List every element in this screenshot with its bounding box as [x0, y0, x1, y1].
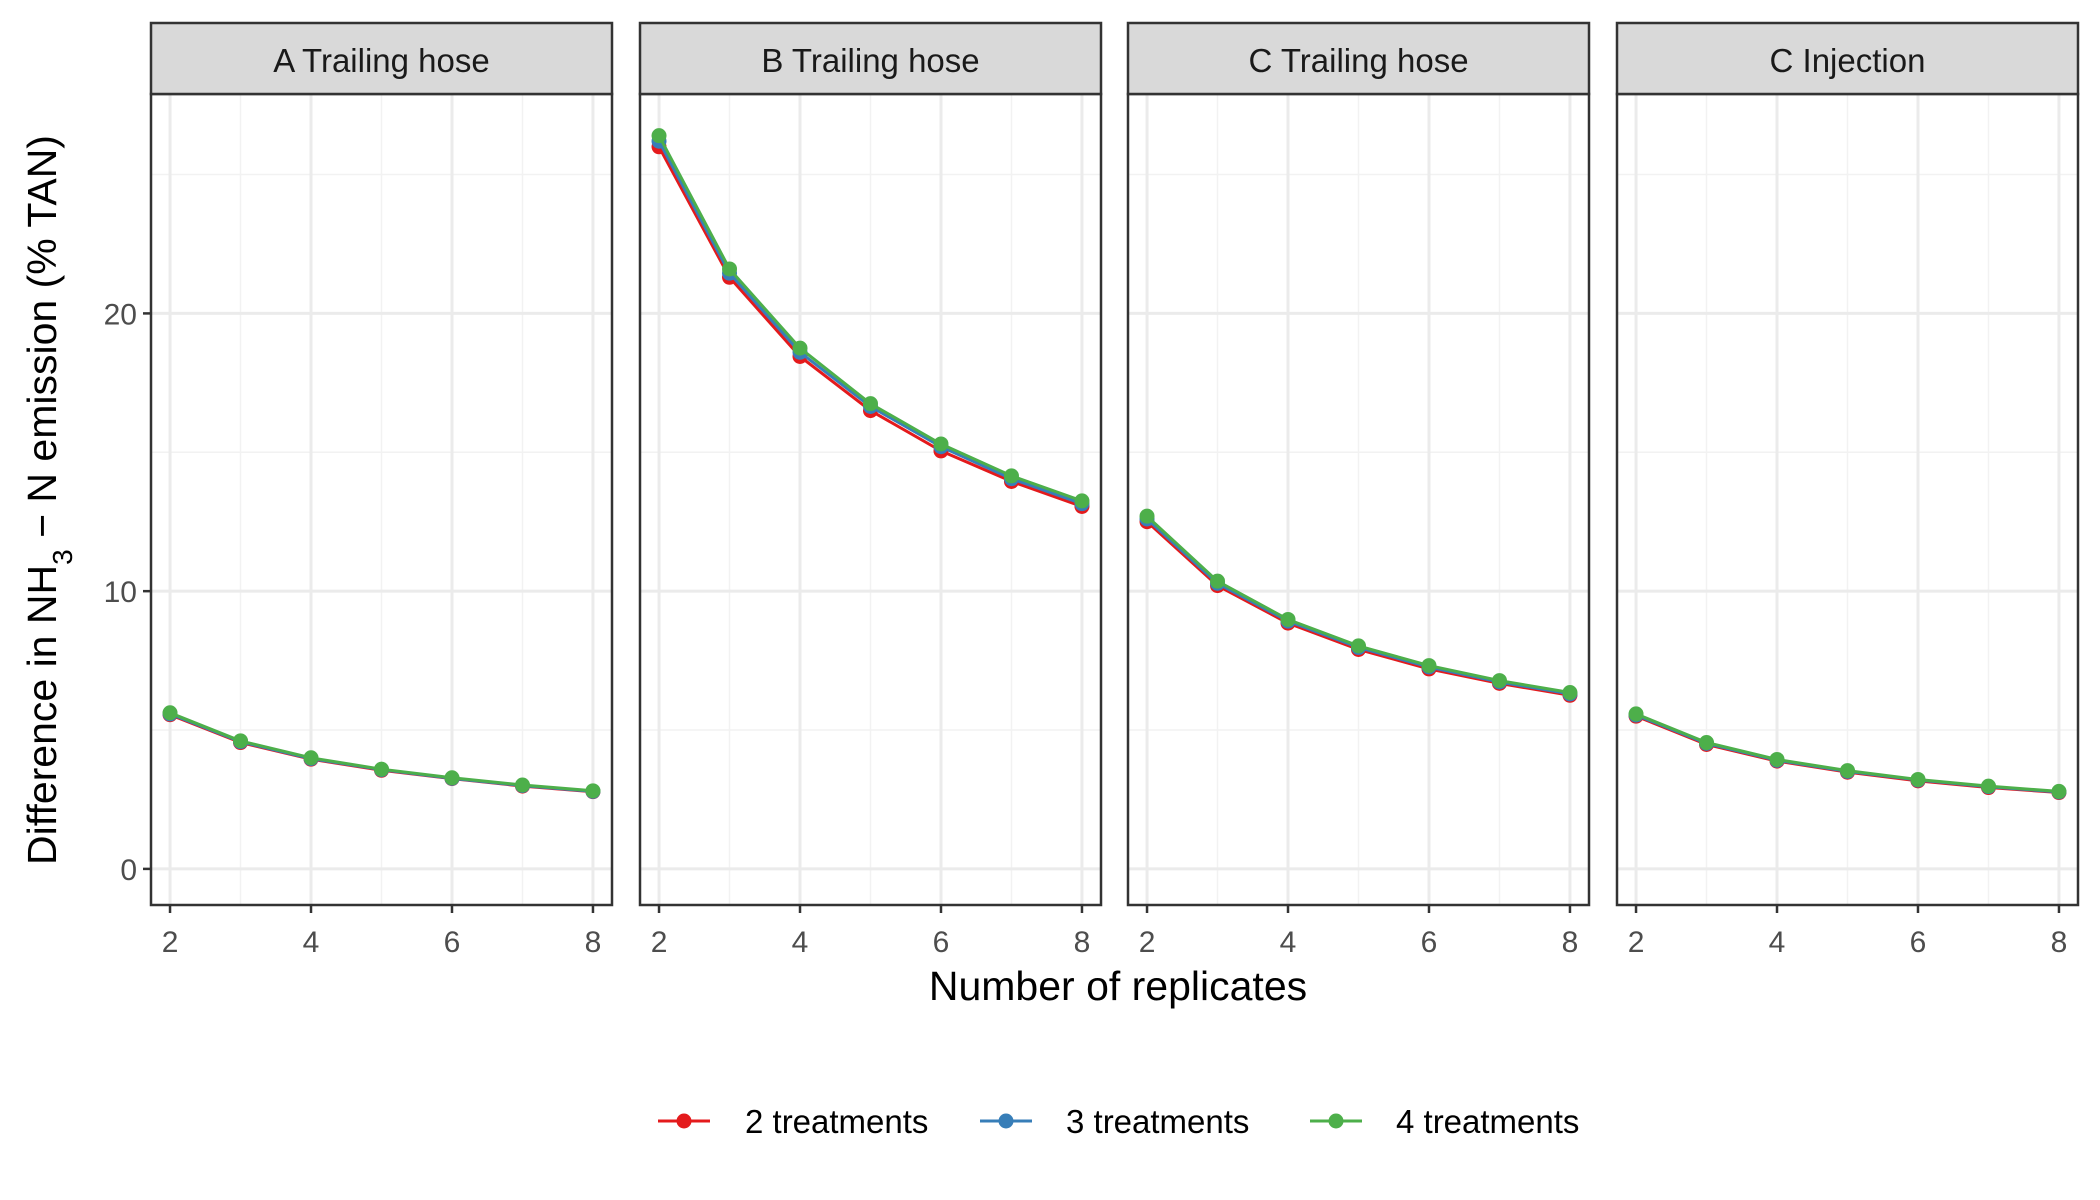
x-tick-label: 2 [651, 926, 668, 959]
x-tick-label: 6 [933, 926, 950, 959]
data-point [1840, 763, 1855, 779]
x-tick-label: 8 [2051, 926, 2068, 959]
x-tick-label: 6 [1421, 926, 1438, 959]
panel-title: B Trailing hose [761, 42, 979, 79]
data-point [1769, 751, 1785, 767]
data-point [1074, 493, 1090, 509]
panel-title: C Injection [1770, 42, 1926, 79]
legend: 2 treatments 3 treatments 4 treatments [658, 1103, 1579, 1140]
data-point [1139, 508, 1155, 524]
data-point [1210, 573, 1226, 589]
y-tick-label: 10 [104, 576, 137, 609]
series-4-treatments [162, 705, 601, 799]
series-4-treatments [1628, 706, 2067, 799]
series-4-treatments [651, 128, 1090, 509]
x-tick-label: 2 [1628, 926, 1645, 959]
y-axis-title-suffix: − N emission (% TAN) [19, 135, 65, 549]
strip-background [1615, 21, 2080, 96]
strip-background [149, 21, 614, 96]
x-tick-label: 8 [1562, 926, 1579, 959]
legend-item: 2 treatments [658, 1103, 928, 1140]
legend-label: 3 treatments [1066, 1103, 1249, 1140]
data-point [1699, 735, 1715, 751]
x-tick-label: 2 [162, 926, 179, 959]
data-point [233, 733, 249, 749]
data-point [585, 783, 601, 799]
data-point [1351, 638, 1366, 654]
data-point [1562, 685, 1578, 701]
data-point [2051, 783, 2067, 799]
data-point [444, 770, 460, 786]
x-axis-title: Number of replicates [929, 963, 1307, 1009]
legend-item: 4 treatments [1310, 1103, 1579, 1140]
y-tick-label: 0 [120, 854, 137, 887]
data-point [514, 777, 530, 793]
panel-title: C Trailing hose [1248, 42, 1468, 79]
data-point [1491, 673, 1507, 689]
data-point [162, 705, 178, 721]
facet-panels: A Trailing hose 2 4 6 8 0 10 20 B Trailing hose 2… [104, 21, 2080, 959]
y-axis-title-subscript: 3 [47, 549, 78, 565]
x-tick-label: 4 [792, 926, 809, 959]
legend-key-point [998, 1113, 1014, 1129]
data-point [863, 396, 878, 412]
data-point [722, 261, 738, 277]
data-point [374, 761, 389, 777]
x-tick-label: 4 [1280, 926, 1297, 959]
panel-1: A Trailing hose 2 4 6 8 0 10 20 [104, 21, 614, 959]
x-tick-label: 6 [444, 926, 461, 959]
series-4-treatments [1139, 508, 1578, 701]
y-tick-label: 20 [104, 298, 137, 331]
x-tick-label: 8 [1074, 926, 1091, 959]
legend-key-point [1328, 1113, 1344, 1129]
data-point [1910, 771, 1926, 787]
x-tick-label: 4 [303, 926, 320, 959]
y-axis-title: Difference in NH3 − N emission (% TAN) [19, 135, 78, 865]
data-point [651, 128, 667, 144]
data-point [303, 750, 319, 766]
data-point [1003, 468, 1019, 484]
strip-background [1126, 21, 1591, 96]
data-point [1280, 611, 1296, 627]
x-tick-label: 6 [1910, 926, 1927, 959]
panel-2: B Trailing hose 2 4 6 8 [638, 21, 1103, 959]
panel-title: A Trailing hose [273, 42, 489, 79]
legend-item: 3 treatments [980, 1103, 1249, 1140]
legend-key-point [676, 1113, 692, 1129]
y-axis-title-prefix: Difference in NH [19, 565, 65, 865]
strip-background [638, 21, 1103, 96]
data-point [1628, 706, 1644, 722]
data-point [792, 340, 808, 356]
legend-label: 4 treatments [1396, 1103, 1579, 1140]
data-point [1980, 778, 1996, 794]
x-tick-label: 8 [585, 926, 602, 959]
panel-4: C Injection 2 4 6 8 [1615, 21, 2080, 959]
x-tick-label: 4 [1769, 926, 1786, 959]
data-point [1421, 658, 1437, 674]
panel-3: C Trailing hose 2 4 6 8 [1126, 21, 1591, 959]
x-tick-label: 2 [1139, 926, 1156, 959]
data-point [933, 436, 949, 452]
legend-label: 2 treatments [745, 1103, 928, 1140]
